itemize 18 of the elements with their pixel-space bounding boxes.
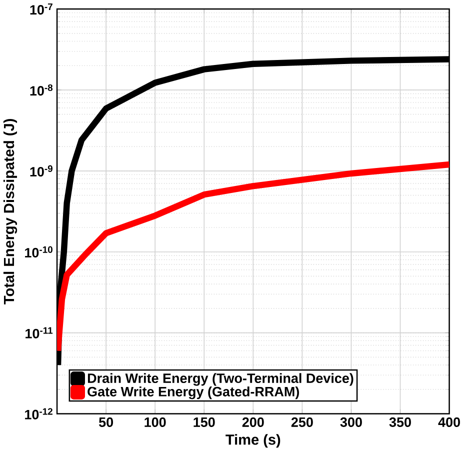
legend-label: Drain Write Energy (Two-Terminal Device) (88, 373, 354, 386)
y-tick-label: 10$^{-7}$ (30, 3, 52, 15)
y-axis-title: Total Energy Dissipated (J) (3, 118, 18, 304)
x-tick-label: 50 (98, 417, 114, 427)
x-tick-label: 150 (194, 417, 215, 427)
x-tick-label: 300 (340, 417, 362, 427)
x-tick-label: 400 (438, 417, 460, 427)
y-tick-label: 10$^{-11}$ (26, 327, 53, 338)
y-tick-label: 10$^{-10}$ (25, 246, 52, 258)
legend-label: Gate Write Energy (Gated-RRAM) (88, 386, 299, 400)
y-tick-label: 10$^{-8}$ (30, 84, 53, 96)
y-tick-label: 10$^{-12}$ (25, 408, 52, 420)
x-tick-label: 250 (291, 417, 313, 427)
x-tick-label: 100 (144, 417, 166, 427)
x-axis-title: Time (s) (226, 434, 280, 448)
x-tick-label: 350 (389, 417, 411, 427)
y-tick-label: 10$^{-9}$ (30, 165, 52, 176)
x-tick-label: 200 (242, 417, 264, 427)
